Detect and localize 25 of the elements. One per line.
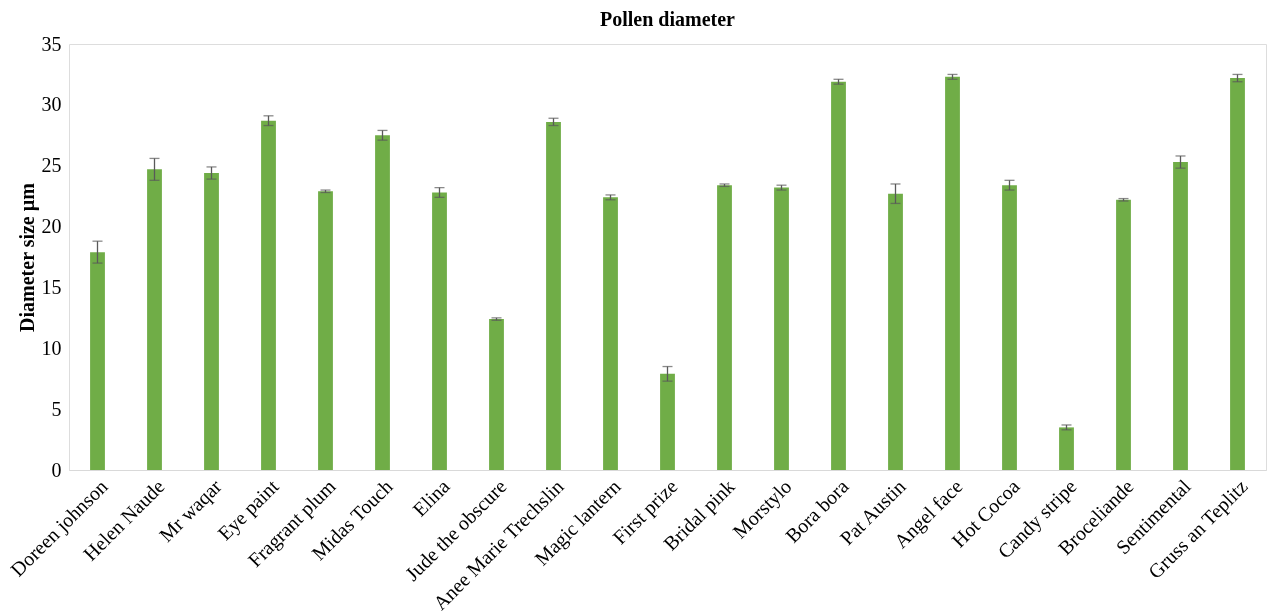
y-axis-title: Diameter size µm <box>15 182 39 332</box>
y-tick-label: 15 <box>41 275 62 298</box>
y-tick-label: 0 <box>51 458 62 481</box>
bar <box>318 191 333 470</box>
bar <box>375 135 390 470</box>
y-tick-label: 20 <box>41 215 62 238</box>
bar <box>147 169 162 470</box>
bar <box>261 120 276 470</box>
bar <box>1173 162 1188 470</box>
bar <box>1116 199 1131 470</box>
bar <box>717 185 732 470</box>
y-tick-label: 10 <box>41 336 62 359</box>
y-tick-label: 25 <box>41 154 62 177</box>
bar <box>489 319 504 470</box>
y-tick-label: 5 <box>51 397 62 420</box>
bar <box>660 373 675 470</box>
bar <box>90 252 105 470</box>
bar <box>1002 185 1017 470</box>
bar <box>888 193 903 470</box>
chart-title: Pollen diameter <box>600 8 736 30</box>
y-tick-label: 35 <box>41 32 62 55</box>
x-tick-label: Elina <box>408 475 454 521</box>
bar <box>432 192 447 470</box>
y-tick-label: 30 <box>41 93 62 116</box>
bar <box>204 173 219 470</box>
